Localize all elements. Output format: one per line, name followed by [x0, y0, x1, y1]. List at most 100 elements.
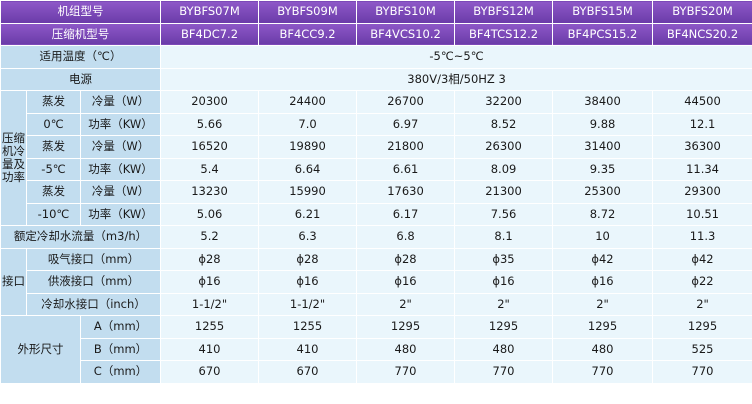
value-cell: 16520 [160, 135, 260, 159]
value-cell: 1255 [160, 315, 260, 339]
value-cell: 410 [258, 337, 358, 361]
value-cell: 6.61 [356, 157, 456, 181]
unit-model-label: 机组型号 [0, 0, 162, 24]
capacity-row: 蒸发 冷量（W） 16520 19890 21800 26300 31400 3… [1, 135, 752, 159]
value-cell: 1295 [652, 315, 752, 339]
value-cell: ϕ16 [160, 270, 260, 294]
value-cell: 1295 [552, 315, 654, 339]
compressor-group-label: 压缩机冷量及功率 [0, 90, 27, 226]
value-cell: 2" [454, 292, 554, 316]
value-cell: ϕ28 [258, 247, 358, 271]
value-cell: 13230 [160, 180, 260, 204]
value-cell: ϕ42 [552, 247, 654, 271]
capacity-row: 蒸发 冷量（W） 13230 15990 17630 21300 25300 2… [1, 180, 752, 204]
value-cell: ϕ16 [552, 270, 654, 294]
value-cell: 5.2 [160, 225, 260, 249]
value-cell: 21800 [356, 135, 456, 159]
compressor-model-cell: BF4CC9.2 [258, 22, 358, 46]
unit-model-cell: BYBFS20M [652, 0, 752, 24]
value-cell: 480 [552, 337, 654, 361]
row-label: 功率（KW） [79, 157, 162, 181]
dimension-row: 外形尺寸 A（mm） 1255 1255 1295 1295 1295 1295 [0, 315, 752, 384]
value-cell: 1295 [454, 315, 554, 339]
power-value: 380V/3相/50HZ 3 [160, 67, 752, 91]
row-label: 功率（KW） [79, 112, 162, 136]
compressor-model-cell: BF4PCS15.2 [552, 22, 654, 46]
value-cell: ϕ42 [652, 247, 752, 271]
unit-model-cell: BYBFS12M [454, 0, 554, 24]
value-cell: 11.34 [652, 157, 752, 181]
value-cell: 5.66 [160, 112, 260, 136]
value-cell: 7.56 [454, 202, 554, 226]
row-label: A（mm） [79, 315, 162, 339]
ports-label: 接口 [0, 247, 27, 316]
row-label: 供液接口（mm） [25, 270, 162, 294]
port-row: 冷却水接口（inch） 1-1/2" 1-1/2" 2" 2" 2" 2" [1, 292, 752, 316]
dimension-row: C（mm） 670 670 770 770 770 770 [1, 360, 752, 384]
value-cell: 21300 [454, 180, 554, 204]
unit-model-cell: BYBFS09M [258, 0, 358, 24]
value-cell: 8.09 [454, 157, 554, 181]
row-label: 冷却水接口（inch） [25, 292, 162, 316]
value-cell: 770 [652, 360, 752, 384]
dimension-row: B（mm） 410 410 480 480 480 525 [1, 337, 752, 361]
value-cell: 5.06 [160, 202, 260, 226]
unit-model-row: 机组型号 BYBFS07M BYBFS09M BYBFS10M BYBFS12M… [0, 0, 752, 24]
power-label: 电源 [0, 67, 162, 91]
ambient-value: -5℃~5℃ [160, 45, 752, 69]
compressor-model-cell: BF4VCS10.2 [356, 22, 456, 46]
value-cell: ϕ22 [652, 270, 752, 294]
evap-label: 蒸发 [26, 90, 81, 114]
value-cell: 5.4 [160, 157, 260, 181]
row-label: 冷量（W） [79, 90, 162, 114]
row-label: C（mm） [79, 360, 162, 384]
value-cell: 1-1/2" [160, 292, 260, 316]
coolant-flow-row: 额定冷却水流量（m3/h） 5.2 6.3 6.8 8.1 10 11.3 [0, 225, 752, 249]
unit-model-cell: BYBFS07M [160, 0, 260, 24]
value-cell: 36300 [652, 135, 752, 159]
evap-temp: -10℃ [26, 202, 81, 226]
power-row: 电源 380V/3相/50HZ 3 [0, 67, 752, 91]
value-cell: 9.88 [552, 112, 654, 136]
value-cell: 15990 [258, 180, 358, 204]
value-cell: 480 [356, 337, 456, 361]
value-cell: 1-1/2" [258, 292, 358, 316]
value-cell: 6.97 [356, 112, 456, 136]
value-cell: ϕ16 [454, 270, 554, 294]
value-cell: 6.64 [258, 157, 358, 181]
row-label: B（mm） [79, 337, 162, 361]
value-cell: ϕ28 [160, 247, 260, 271]
row-label: 功率（KW） [79, 202, 162, 226]
port-row: 接口 吸气接口（mm） ϕ28 ϕ28 ϕ28 ϕ35 ϕ42 ϕ42 [0, 247, 752, 316]
dimensions-label: 外形尺寸 [0, 315, 81, 384]
value-cell: 525 [652, 337, 752, 361]
value-cell: ϕ28 [356, 247, 456, 271]
value-cell: 17630 [356, 180, 456, 204]
value-cell: 770 [552, 360, 654, 384]
compressor-model-label: 压缩机型号 [0, 22, 162, 46]
value-cell: ϕ16 [258, 270, 358, 294]
value-cell: 410 [160, 337, 260, 361]
value-cell: ϕ16 [356, 270, 456, 294]
value-cell: 20300 [160, 90, 260, 114]
value-cell: 6.8 [356, 225, 456, 249]
row-label: 吸气接口（mm） [25, 247, 162, 271]
compressor-model-row: 压缩机型号 BF4DC7.2 BF4CC9.2 BF4VCS10.2 BF4TC… [0, 22, 752, 46]
value-cell: 8.1 [454, 225, 554, 249]
value-cell: 26700 [356, 90, 456, 114]
compressor-model-cell: BF4TCS12.2 [454, 22, 554, 46]
spec-table: 机组型号 BYBFS07M BYBFS09M BYBFS10M BYBFS12M… [0, 0, 752, 384]
value-cell: 670 [160, 360, 260, 384]
compressor-model-cell: BF4DC7.2 [160, 22, 260, 46]
value-cell: 38400 [552, 90, 654, 114]
value-cell: 670 [258, 360, 358, 384]
evap-temp: -5℃ [26, 157, 81, 181]
value-cell: 24400 [258, 90, 358, 114]
power-consumption-row: -5℃ 功率（KW） 5.4 6.64 6.61 8.09 9.35 11.34 [1, 157, 752, 181]
value-cell: 31400 [552, 135, 654, 159]
value-cell: 11.3 [652, 225, 752, 249]
value-cell: 10.51 [652, 202, 752, 226]
value-cell: 2" [552, 292, 654, 316]
evap-label: 蒸发 [26, 135, 81, 159]
value-cell: 1255 [258, 315, 358, 339]
